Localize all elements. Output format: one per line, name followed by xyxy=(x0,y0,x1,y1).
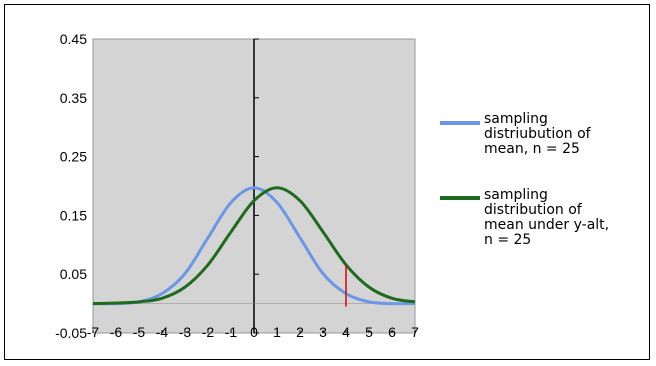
legend-swatch-series-1 xyxy=(440,121,480,125)
y-axis-ticks: 0.45 0.35 0.25 0.15 0.05 -0.05 xyxy=(55,31,259,341)
legend-label-series-2: sampling distribution of mean under y-al… xyxy=(484,187,610,248)
y-tick-label: 0.45 xyxy=(60,31,87,47)
x-axis-ticks: -7-6-5-4-3-2-101234567 xyxy=(87,324,419,340)
series-layer xyxy=(92,186,416,306)
legend-swatch-series-2 xyxy=(440,196,480,200)
legend-label-series-1: sampling distriubution of mean, n = 25 xyxy=(484,111,591,157)
y-tick-label: 0.25 xyxy=(60,149,87,165)
y-tick-label: -0.05 xyxy=(55,325,87,341)
series-line-2 xyxy=(92,186,416,306)
y-tick-label: 0.35 xyxy=(60,90,87,106)
y-tick-label: 0.15 xyxy=(60,207,87,223)
y-tick-label: 0.05 xyxy=(60,266,87,282)
